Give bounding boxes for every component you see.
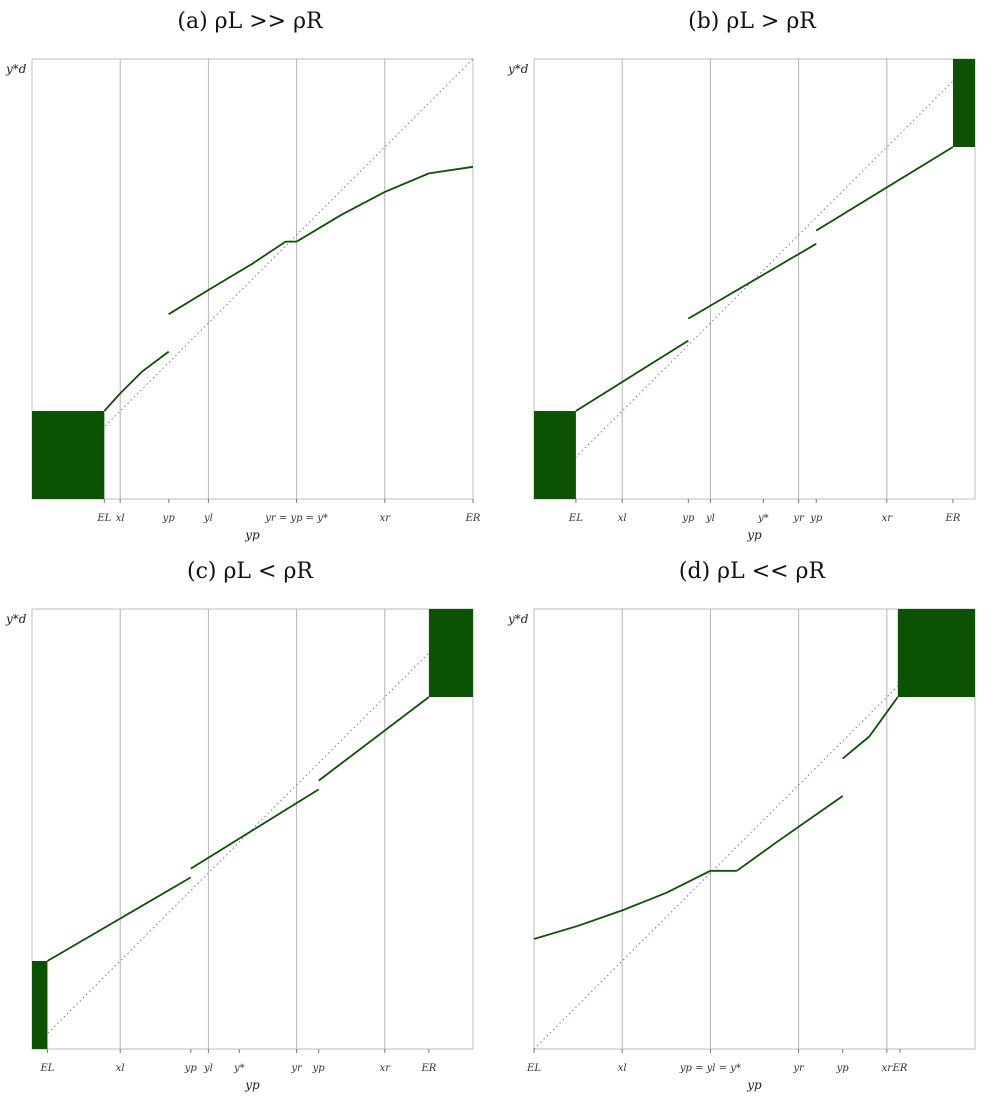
series-line xyxy=(687,243,817,320)
x-tick-label: xl xyxy=(618,1063,627,1074)
filled-region xyxy=(897,609,975,697)
x-tick-label: xr xyxy=(380,1063,392,1074)
x-tick-label: yp xyxy=(184,1063,198,1074)
x-tick-label: yp xyxy=(312,1063,326,1074)
x-axis-label: yp xyxy=(746,528,762,542)
x-tick-label: yr xyxy=(792,513,805,524)
filled-region xyxy=(428,609,473,697)
chart-panel-b: (b) ρL > ρR EL xl yp yl y* yr yp xr ER yp y*d xyxy=(502,0,1002,550)
x-tick-label: xl xyxy=(116,1063,125,1074)
x-tick-label: ER xyxy=(420,1063,436,1074)
series-line xyxy=(190,788,320,870)
chart-title: (c) ρL < ρR xyxy=(187,559,314,584)
x-tick-label: yr xyxy=(290,1063,303,1074)
x-tick-label: EL xyxy=(526,1063,541,1074)
series-line xyxy=(296,165,474,243)
x-tick-label: y* xyxy=(233,1063,245,1074)
x-tick-label: xr xyxy=(882,513,894,524)
x-tick-label: yl xyxy=(705,513,715,524)
chart-svg: (d) ρL << ρR EL xl yp = yl = y* yr yp xr ER yp y*… xyxy=(507,559,976,1092)
x-tick-label: yp xyxy=(162,513,176,524)
series-line xyxy=(736,795,844,872)
y-axis-label: y*d xyxy=(5,612,27,626)
series-line xyxy=(815,146,954,232)
diagonal-line xyxy=(533,608,976,1050)
series-line xyxy=(842,696,899,760)
plot-frame xyxy=(31,58,474,500)
diagonal-line xyxy=(31,608,474,1050)
x-axis-label: yp xyxy=(244,1078,260,1092)
x-tick-label: EL xyxy=(568,513,583,524)
filled-region xyxy=(32,411,105,499)
chart-title: (d) ρL << ρR xyxy=(679,559,827,584)
x-tick-label: EL xyxy=(39,1063,54,1074)
filled-region xyxy=(534,411,576,499)
x-tick-label: yr xyxy=(792,1063,805,1074)
y-axis-label: y*d xyxy=(507,612,529,626)
x-tick-label: xl xyxy=(618,513,627,524)
y-axis-label: y*d xyxy=(5,62,27,76)
x-tick-label: xl xyxy=(116,513,125,524)
series-line xyxy=(46,876,192,962)
x-axis-label: yp xyxy=(746,1078,762,1092)
chart-title: (a) ρL >> ρR xyxy=(177,9,324,34)
x-tick-label: EL xyxy=(96,513,111,524)
x-tick-label: yp xyxy=(681,513,695,524)
plot-frame xyxy=(533,608,976,1050)
x-tick-label: ER xyxy=(892,1063,908,1074)
x-tick-label: yp xyxy=(809,513,823,524)
x-tick-label: yr = yp = y* xyxy=(264,513,328,524)
chart-title: (b) ρL > ρR xyxy=(688,9,817,34)
x-tick-label: ER xyxy=(945,513,961,524)
x-tick-label: ER xyxy=(465,513,481,524)
filled-region xyxy=(32,961,48,1049)
diagonal-line xyxy=(31,58,474,500)
chart-panel-a: (a) ρL >> ρR EL xl yp yl yr = yp = y* xr ER yp y*… xyxy=(0,0,500,550)
series-line xyxy=(533,869,737,940)
filled-region xyxy=(952,59,975,147)
x-tick-label: xr xyxy=(882,1063,894,1074)
chart-svg: (a) ρL >> ρR EL xl yp yl yr = yp = y* xr ER yp y*… xyxy=(5,9,481,542)
plot-frame xyxy=(31,608,474,1050)
x-axis-label: yp xyxy=(244,528,260,542)
chart-panel-c: (c) ρL < ρR EL xl yp yl y* yr yp xr ER yp y*d xyxy=(0,550,500,1100)
x-tick-label: y* xyxy=(757,513,769,524)
x-tick-label: yl xyxy=(203,513,213,524)
series-line xyxy=(318,696,430,782)
series-line xyxy=(103,350,170,412)
series-line xyxy=(575,339,689,412)
series-line xyxy=(168,240,297,315)
x-tick-label: yp = yl = y* xyxy=(679,1063,741,1074)
chart-panel-d: (d) ρL << ρR EL xl yp = yl = y* yr yp xr ER yp y*… xyxy=(502,550,1002,1100)
x-tick-label: yp xyxy=(836,1063,850,1074)
y-axis-label: y*d xyxy=(507,62,529,76)
x-tick-label: yl xyxy=(203,1063,213,1074)
plot-frame xyxy=(533,58,976,500)
x-tick-label: xr xyxy=(380,513,392,524)
